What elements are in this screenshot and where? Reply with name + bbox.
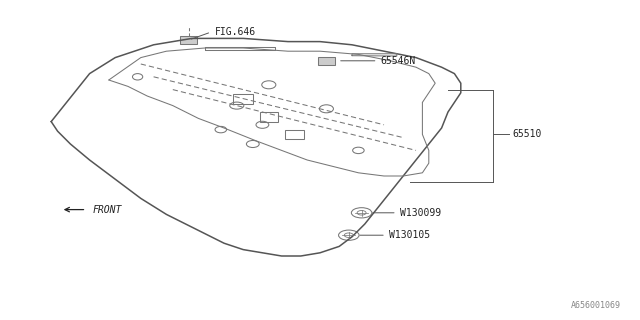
Bar <box>285 130 304 139</box>
Text: W130105: W130105 <box>389 230 430 240</box>
Bar <box>318 57 335 65</box>
Bar <box>233 94 253 104</box>
Text: FRONT: FRONT <box>93 204 122 215</box>
Text: FIG.646: FIG.646 <box>214 27 255 37</box>
Bar <box>180 36 197 44</box>
Bar <box>260 112 278 122</box>
Text: 65510: 65510 <box>512 129 541 140</box>
Text: W130099: W130099 <box>400 208 441 218</box>
Text: 65546N: 65546N <box>381 56 416 66</box>
Text: A656001069: A656001069 <box>571 301 621 310</box>
